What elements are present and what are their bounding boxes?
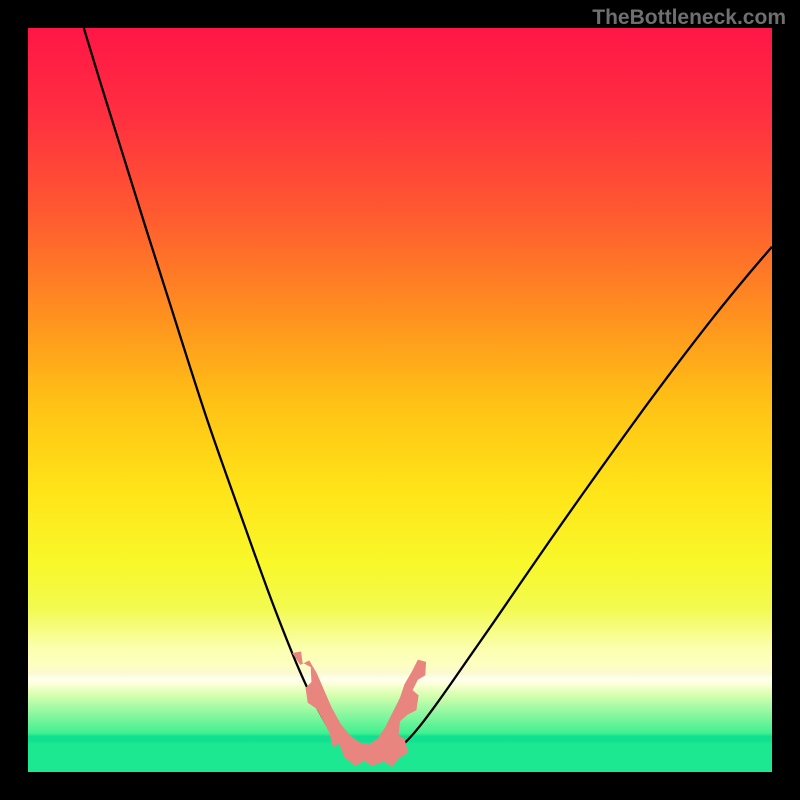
chart-plot-area	[28, 28, 772, 772]
chart-svg	[28, 28, 772, 772]
gradient-background	[28, 28, 772, 772]
watermark-text: TheBottleneck.com	[592, 6, 786, 30]
